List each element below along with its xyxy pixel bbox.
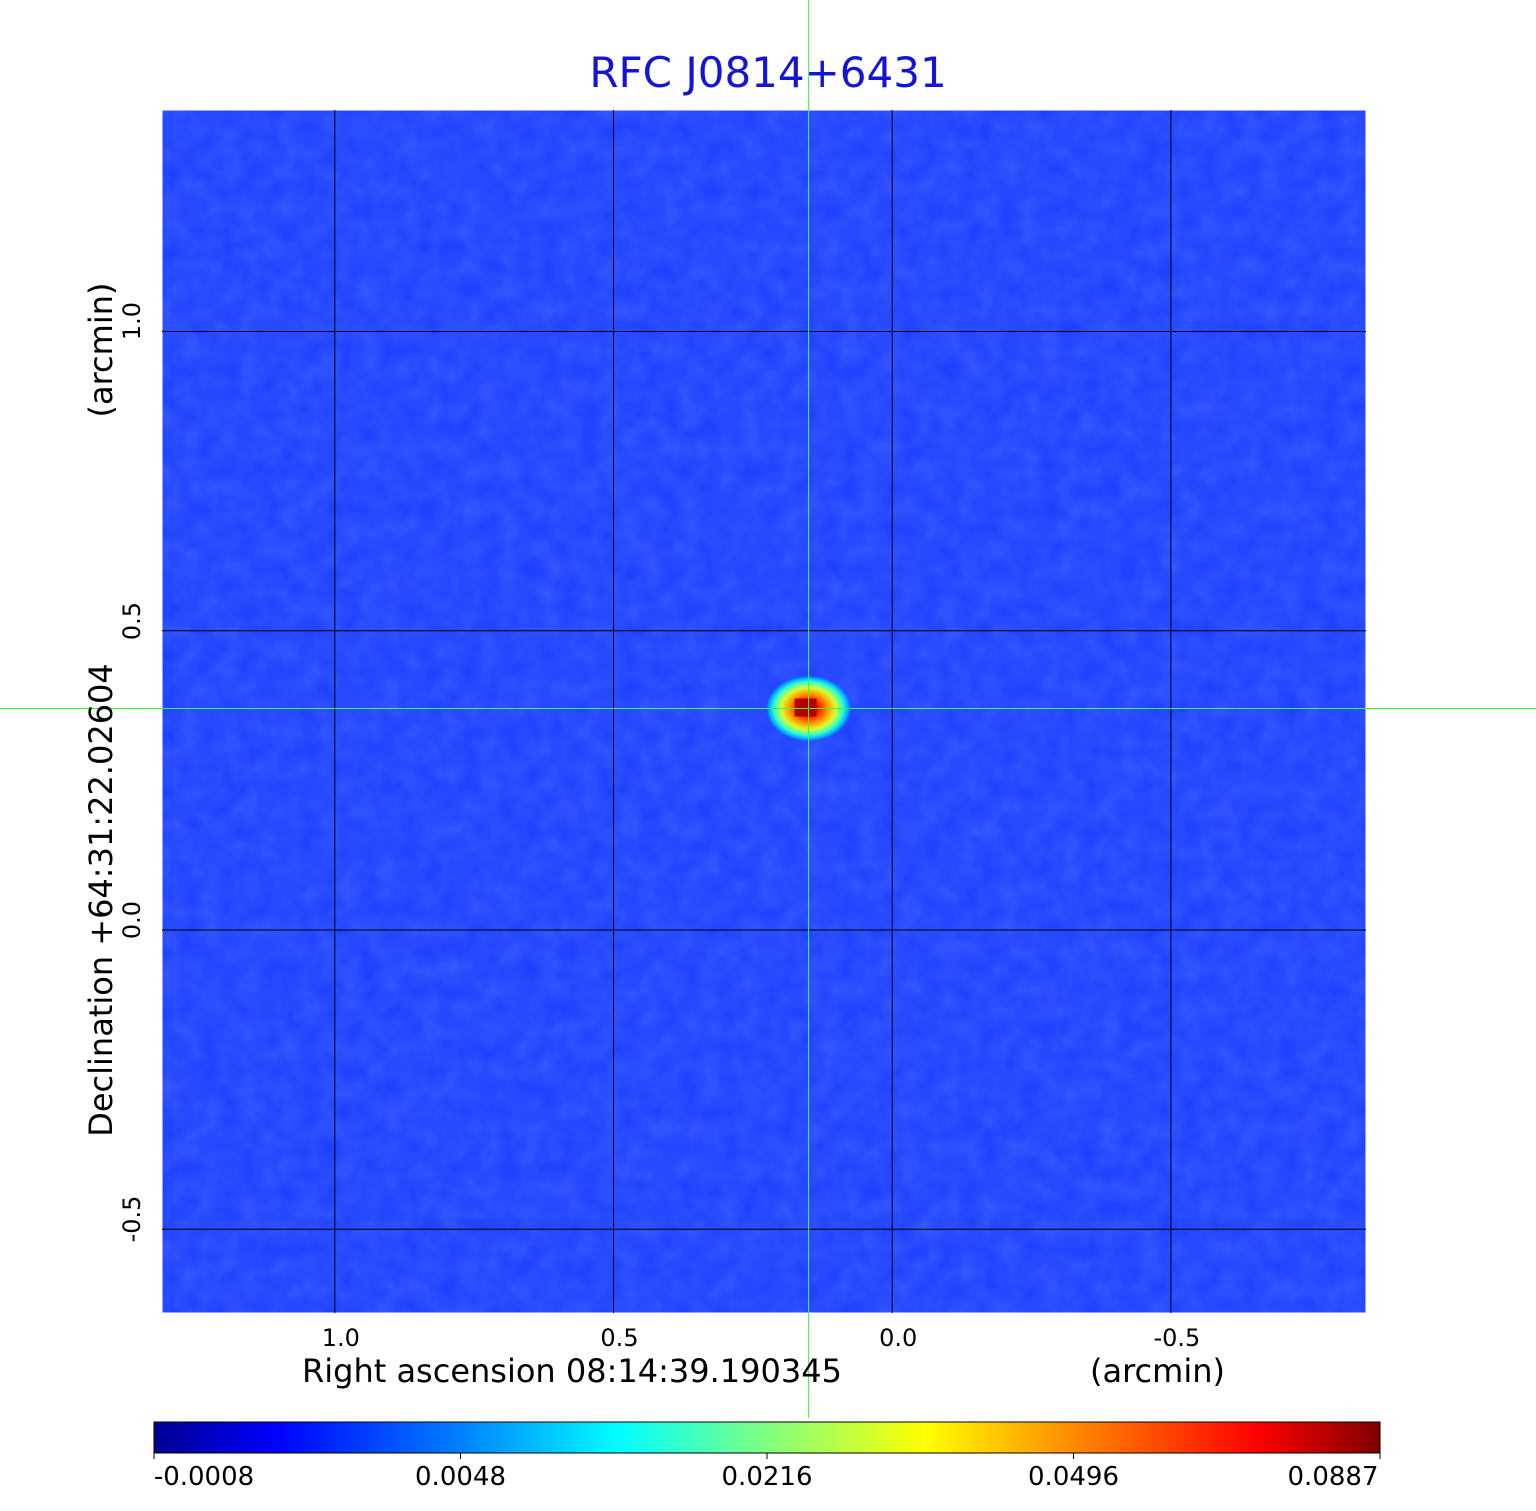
y-tick-label-0: 1.0 [118,302,146,341]
x-tick-label-2: 0.0 [879,1324,918,1352]
colorbar-tick-label-1: 0.0048 [415,1462,506,1492]
colorbar [153,1421,1381,1459]
y-tick-label-2: 0.0 [118,900,146,940]
y-axis-unit: (arcmin) [82,282,120,418]
source-core [794,698,817,717]
map-noise-texture [162,110,1366,1313]
colorbar-tick-label-4: 0.0887 [1287,1462,1379,1492]
colorbar-tick-label-0: -0.0008 [153,1462,255,1492]
x-axis-label: Right ascension 08:14:39.190345 [302,1352,842,1390]
image-field [159,107,1369,1316]
x-tick-label-1: 0.5 [600,1324,639,1352]
y-tick-label-1: 0.5 [118,601,146,640]
x-tick-label-0: 1.0 [321,1324,360,1352]
colorbar-tick-label-2: 0.0216 [721,1462,813,1492]
colorbar-tick-label-3: 0.0496 [1028,1462,1119,1492]
map-frame [159,107,1369,1316]
chart-title: RFC J0814+6431 [589,48,947,97]
y-axis-label: Declination +64:31:22.02604 [82,663,120,1137]
x-axis-unit: (arcmin) [1090,1352,1225,1390]
x-tick-label-3: -0.5 [1153,1324,1201,1352]
crosshair [0,0,1536,1418]
grid-lines [162,110,1366,1313]
y-tick-label-3: -0.5 [118,1195,146,1243]
colorbar-gradient [153,1421,1381,1454]
